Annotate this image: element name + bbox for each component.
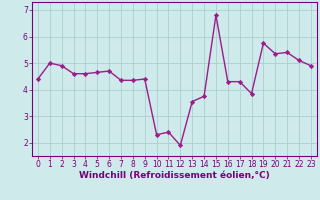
X-axis label: Windchill (Refroidissement éolien,°C): Windchill (Refroidissement éolien,°C): [79, 171, 270, 180]
